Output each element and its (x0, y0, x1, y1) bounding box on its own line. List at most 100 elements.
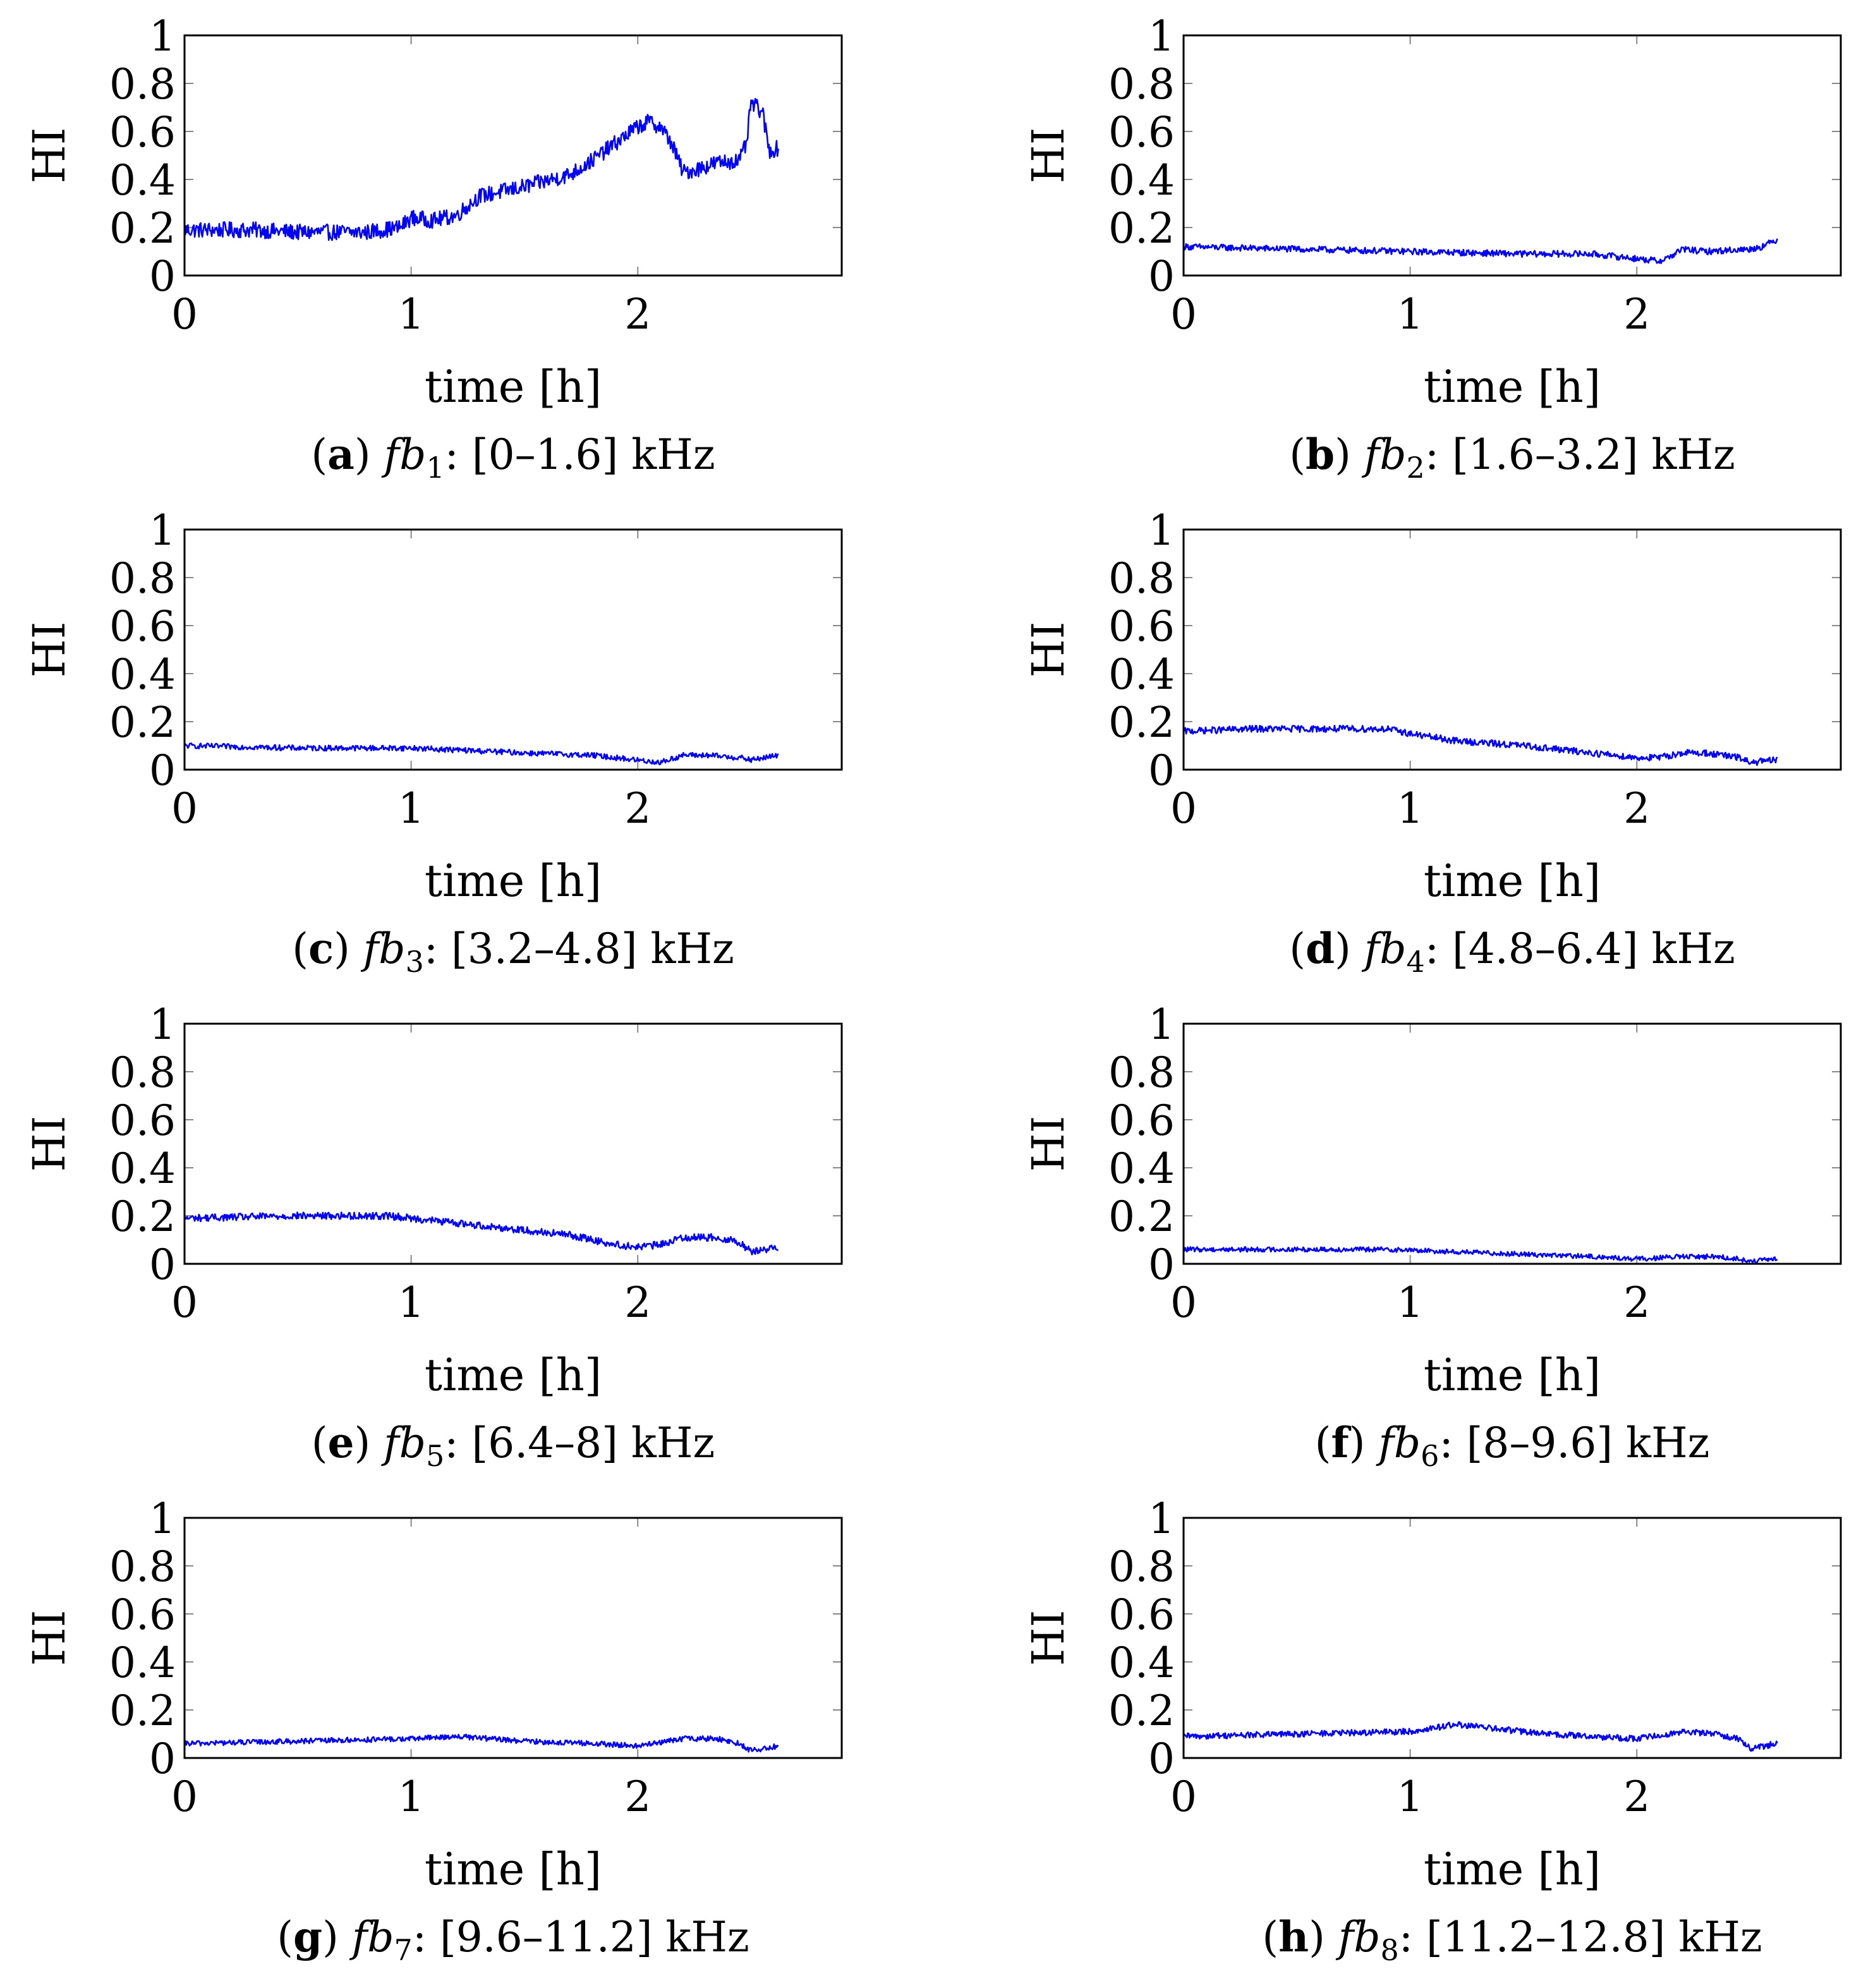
y-tick-label: 0.6 (109, 108, 176, 157)
caption-letter: a (327, 430, 355, 479)
y-axis-label: HI (1022, 1610, 1074, 1666)
caption-letter: d (1306, 924, 1335, 973)
caption-letter: f (1331, 1418, 1351, 1467)
y-tick-label: 0.6 (109, 1096, 176, 1145)
caption-paren: ( (312, 1419, 328, 1467)
plot-frame (1182, 1022, 1842, 1265)
y-tick-label: 0.8 (109, 554, 176, 603)
series-line-fb5 (183, 1211, 779, 1256)
caption-paren: ( (1289, 924, 1306, 973)
caption-letter: g (293, 1912, 322, 1961)
y-axis-label: HI (23, 1610, 75, 1666)
caption-range: : [3.2–4.8] kHz (424, 924, 734, 973)
subfigure-caption: (h) fb8: [11.2–12.8] kHz (1262, 1912, 1762, 1967)
x-tick-label: 2 (1623, 290, 1650, 339)
x-tick-label: 0 (1170, 1773, 1197, 1821)
caption-subscript: 1 (426, 451, 444, 485)
caption-fb: fb (381, 430, 427, 479)
y-tick-label: 0 (149, 1735, 176, 1783)
plot-frame (183, 1517, 843, 1759)
y-tick-label: 0.6 (1108, 108, 1175, 157)
caption-letter: h (1278, 1912, 1309, 1961)
caption-paren: ( (1289, 430, 1306, 479)
y-tick-label: 0.8 (1108, 60, 1175, 109)
y-tick-label: 0.8 (1108, 1048, 1175, 1097)
y-tick-label: 0.4 (1108, 1639, 1175, 1687)
y-tick-label: 1 (149, 506, 176, 555)
y-tick-label: 0 (149, 1240, 176, 1289)
y-axis-label: HI (1022, 622, 1074, 678)
series-line-fb3 (184, 742, 779, 766)
x-tick-label: 0 (171, 290, 198, 339)
caption-paren: ( (277, 1913, 293, 1961)
y-tick-label: 0.2 (1108, 204, 1175, 253)
caption-subscript: 4 (1407, 945, 1425, 979)
x-tick-label: 1 (398, 784, 425, 833)
caption-fb: fb (360, 924, 406, 973)
x-axis-label: time [h] (425, 1843, 602, 1895)
caption-range: : [9.6–11.2] kHz (413, 1913, 749, 1961)
y-tick-label: 0.8 (1108, 554, 1175, 603)
caption-fb: fb (380, 1419, 426, 1467)
y-tick-label: 0 (149, 252, 176, 301)
y-tick-label: 0.6 (109, 1591, 176, 1639)
x-tick-label: 1 (1397, 1278, 1424, 1327)
y-axis-label: HI (23, 622, 75, 678)
subfigure-caption: (g) fb7: [9.6–11.2] kHz (277, 1912, 749, 1967)
caption-range: : [1.6–3.2] kHz (1425, 430, 1735, 479)
series-line-fb6 (1182, 1246, 1778, 1264)
y-tick-label: 0 (1148, 746, 1175, 795)
y-tick-label: 1 (1148, 506, 1175, 555)
caption-fb: fb (1375, 1419, 1421, 1467)
caption-range: : [8–9.6] kHz (1439, 1419, 1709, 1467)
x-axis-label: time [h] (1424, 1843, 1601, 1895)
caption-paren: ) (1335, 430, 1364, 479)
caption-subscript: 3 (406, 945, 424, 979)
y-tick-label: 0.6 (1108, 1591, 1175, 1639)
plot-frame (183, 1022, 843, 1265)
caption-letter: e (328, 1418, 355, 1467)
y-tick-label: 0.8 (1108, 1543, 1175, 1591)
caption-paren: ) (1309, 1913, 1338, 1961)
x-axis-label: time [h] (1424, 1349, 1601, 1401)
caption-subscript: 7 (394, 1933, 413, 1967)
x-tick-label: 1 (1397, 1773, 1424, 1821)
y-tick-label: 0.8 (109, 1543, 176, 1591)
caption-range: : [0–1.6] kHz (445, 430, 715, 479)
y-tick-label: 0 (149, 746, 176, 795)
x-tick-label: 2 (1623, 1773, 1650, 1821)
caption-paren: ( (1315, 1419, 1331, 1467)
subfigure-caption: (b) fb2: [1.6–3.2] kHz (1289, 430, 1735, 485)
y-tick-label: 0.4 (1108, 650, 1175, 699)
y-tick-label: 0.4 (1108, 1144, 1175, 1193)
y-axis-label: HI (23, 1116, 75, 1172)
caption-paren: ) (1349, 1419, 1379, 1467)
y-tick-label: 0.6 (109, 602, 176, 651)
series-line-fb8 (1182, 1721, 1778, 1752)
y-tick-label: 0.2 (1108, 1687, 1175, 1735)
x-tick-label: 0 (171, 1278, 198, 1327)
y-tick-label: 0.2 (1108, 698, 1175, 747)
y-tick-label: 0.4 (109, 1639, 176, 1687)
caption-paren: ) (322, 1913, 352, 1961)
x-tick-label: 2 (624, 784, 651, 833)
series-line-fb1 (183, 98, 779, 241)
caption-fb: fb (349, 1913, 394, 1961)
plot-frame (1182, 34, 1842, 277)
y-tick-label: 0 (1148, 252, 1175, 301)
y-axis-label: HI (23, 128, 75, 184)
x-axis-label: time [h] (425, 855, 602, 907)
x-tick-label: 1 (398, 1278, 425, 1327)
caption-fb: fb (1335, 1913, 1381, 1961)
caption-letter: c (308, 924, 334, 973)
x-axis-label: time [h] (1424, 361, 1601, 413)
y-tick-label: 0.4 (109, 650, 176, 699)
plot-frame (1182, 528, 1842, 771)
